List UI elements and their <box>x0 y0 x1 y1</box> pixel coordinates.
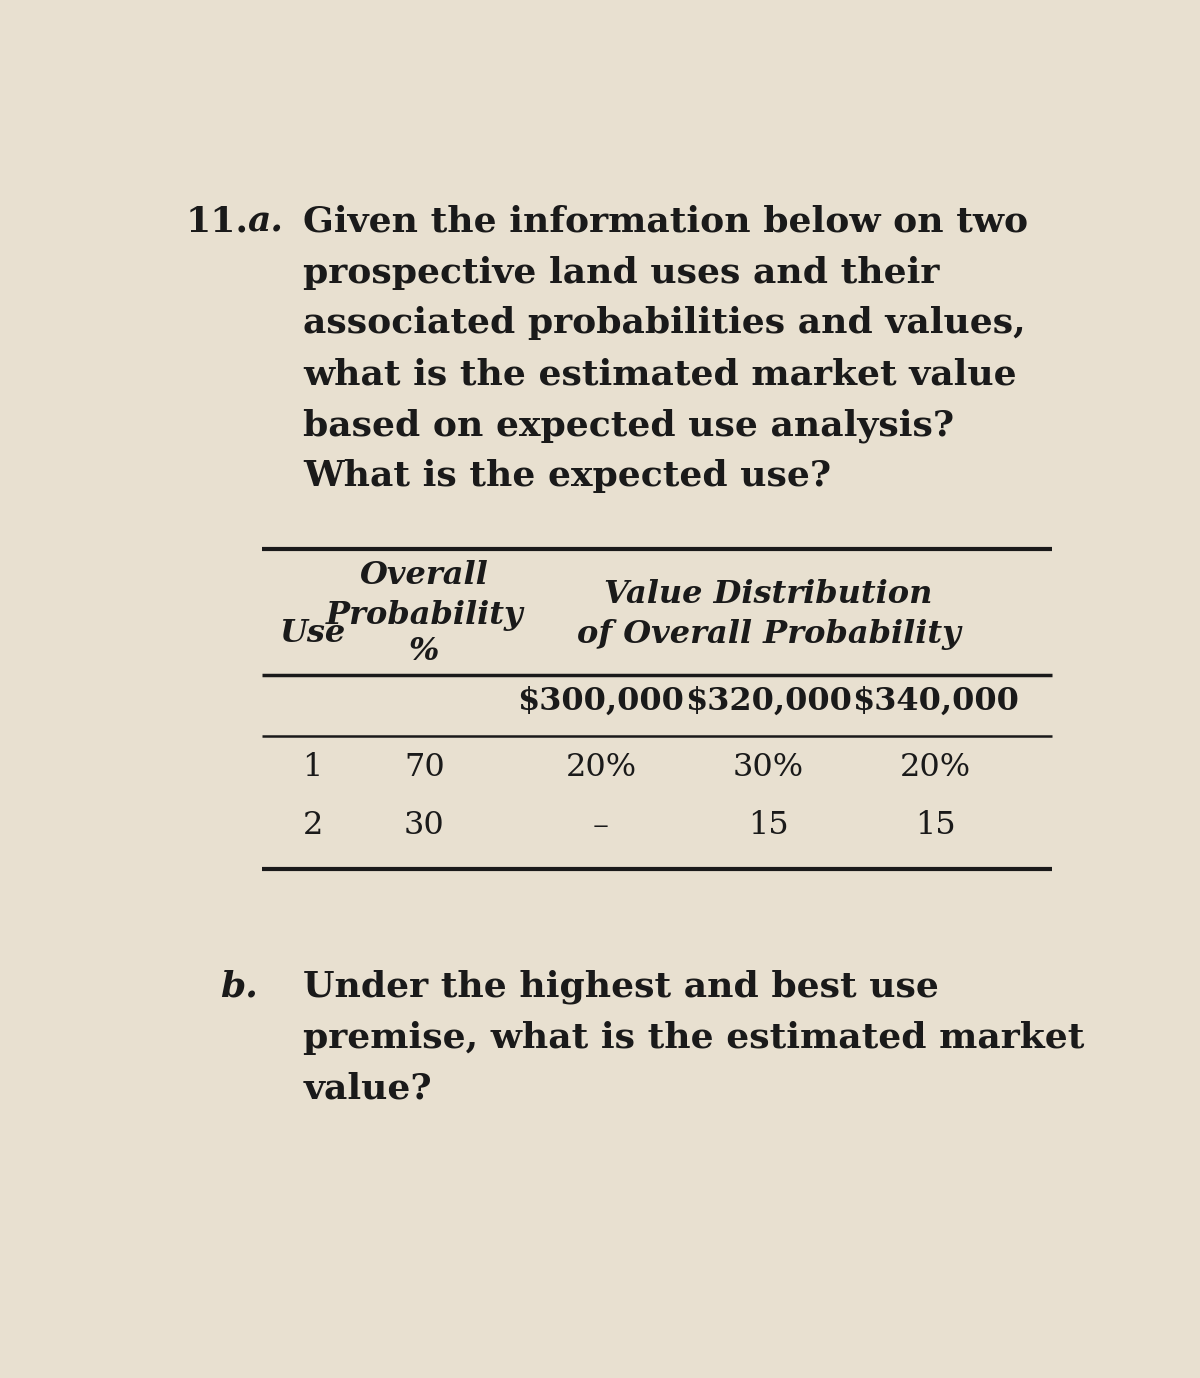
Text: value?: value? <box>304 1072 432 1105</box>
Text: based on expected use analysis?: based on expected use analysis? <box>304 408 954 442</box>
Text: 15: 15 <box>748 810 788 842</box>
Text: Probability: Probability <box>325 601 523 631</box>
Text: 30: 30 <box>404 810 445 842</box>
Text: $340,000: $340,000 <box>852 685 1019 717</box>
Text: What is the expected use?: What is the expected use? <box>304 459 832 493</box>
Text: prospective land uses and their: prospective land uses and their <box>304 255 940 289</box>
Text: 70: 70 <box>404 752 445 783</box>
Text: Given the information below on two: Given the information below on two <box>304 204 1028 238</box>
Text: 15: 15 <box>916 810 956 842</box>
Text: 20%: 20% <box>900 752 972 783</box>
Text: what is the estimated market value: what is the estimated market value <box>304 357 1018 391</box>
Text: 1: 1 <box>302 752 323 783</box>
Text: Overall: Overall <box>360 559 488 591</box>
Text: Under the highest and best use: Under the highest and best use <box>304 970 940 1005</box>
Text: $320,000: $320,000 <box>685 685 852 717</box>
Text: a.: a. <box>247 204 283 238</box>
Text: 11.: 11. <box>185 204 248 238</box>
Text: 2: 2 <box>302 810 323 842</box>
Text: premise, what is the estimated market: premise, what is the estimated market <box>304 1021 1085 1054</box>
Text: Value Distribution: Value Distribution <box>605 579 932 610</box>
Text: $300,000: $300,000 <box>517 685 684 717</box>
Text: –: – <box>593 810 610 842</box>
Text: Use: Use <box>280 619 346 649</box>
Text: 20%: 20% <box>565 752 637 783</box>
Text: 30%: 30% <box>733 752 804 783</box>
Text: b.: b. <box>220 970 258 1003</box>
Text: associated probabilities and values,: associated probabilities and values, <box>304 306 1026 340</box>
Text: %: % <box>409 637 439 667</box>
Text: of Overall Probability: of Overall Probability <box>576 620 960 650</box>
